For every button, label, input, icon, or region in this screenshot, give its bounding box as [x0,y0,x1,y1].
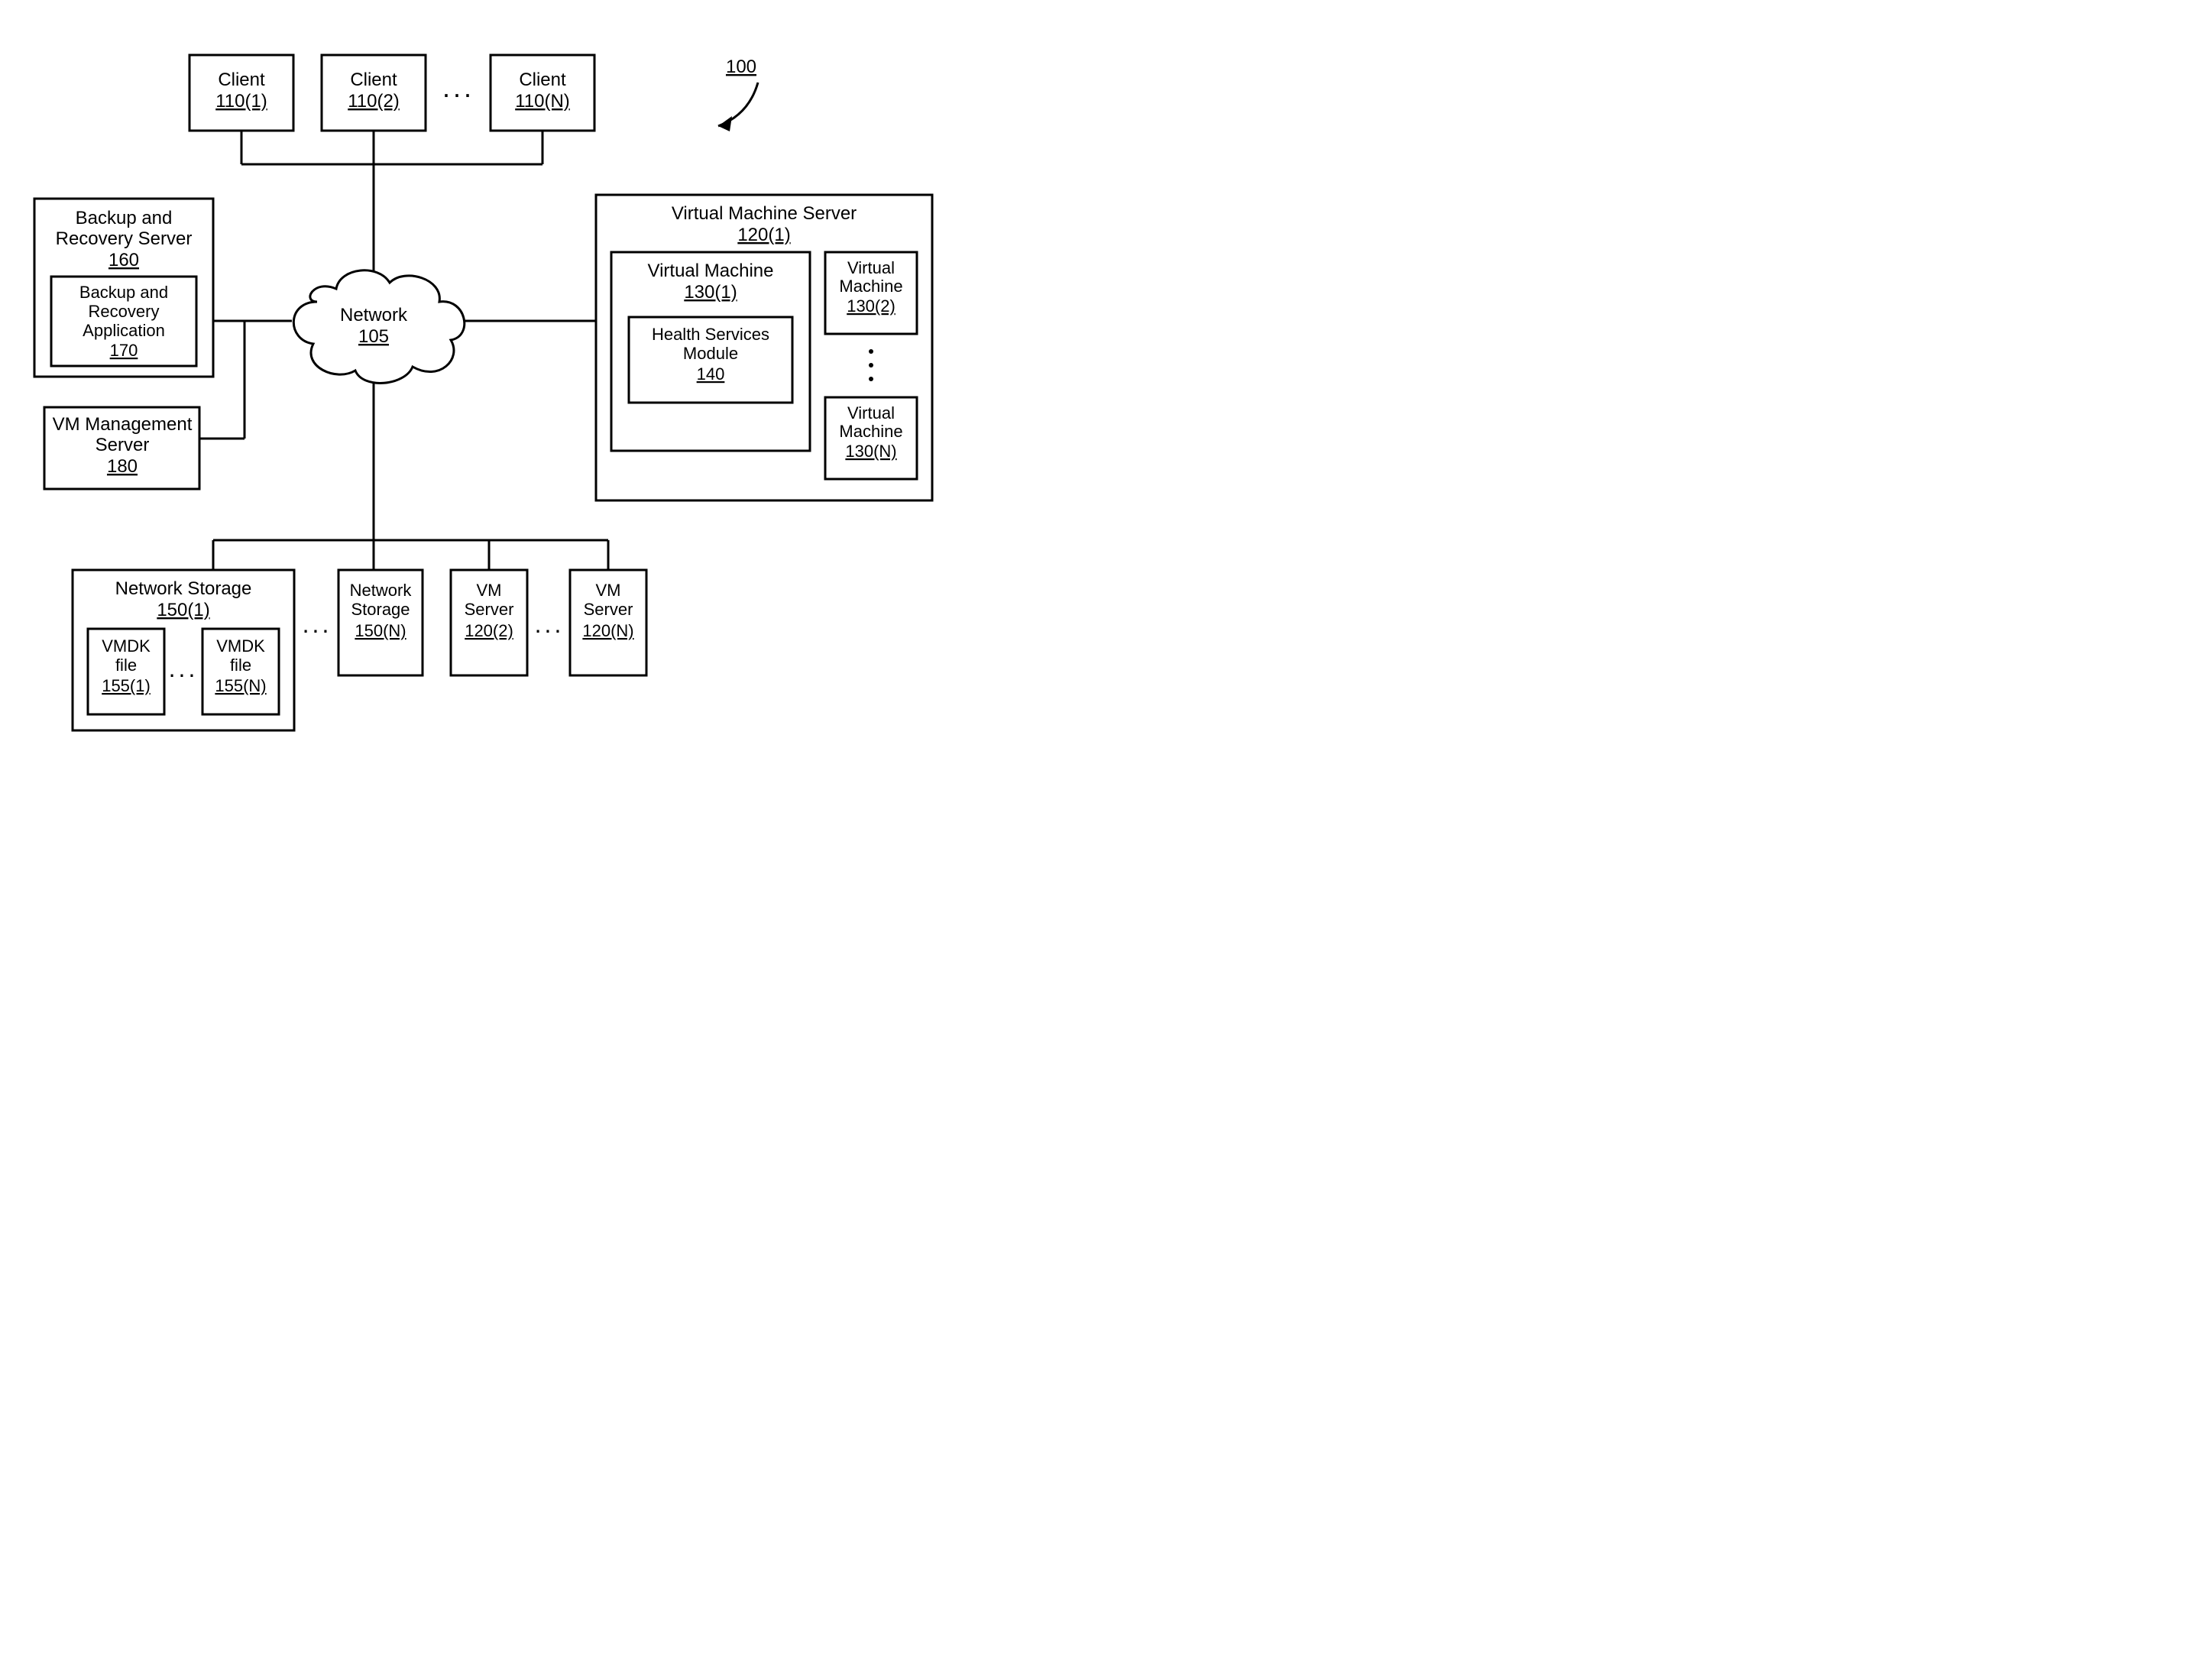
vmdk-id: 155(1) [102,676,151,695]
bottom-box-title-line2: Server [465,600,514,619]
backup-app-title-line3: Application [83,321,165,340]
client-id: 110(N) [515,91,570,112]
vm-other-id: 130(2) [847,296,895,316]
vm-mgmt-id: 180 [107,456,138,477]
storage-ellipsis: ... [303,610,332,638]
vm-server-title: Virtual Machine Server [672,203,857,224]
vm-server-id: 120(1) [737,225,790,245]
vm-other-title-line2: Machine [839,422,902,441]
vm-other-id: 130(N) [845,442,896,461]
bottom-box-id: 120(N) [582,621,633,640]
vm-ellipsis-dot [869,349,873,354]
vm-other-title-line2: Machine [839,277,902,296]
vmdk-title-line1: VMDK [102,636,151,656]
backup-app-id: 170 [110,341,138,360]
bottom-box-id: 120(2) [465,621,513,640]
vm-main-id: 130(1) [684,282,737,303]
client-title: Client [350,70,397,90]
bottom-box-title-line1: Network [350,581,413,600]
bottom-box-title-line2: Storage [351,600,410,619]
backup-app-title-line1: Backup and [79,283,168,302]
health-module-title-line2: Module [683,344,738,363]
vm-other-title-line1: Virtual [847,258,895,277]
clients-ellipsis: ... [442,72,474,103]
vmdk-ellipsis: ... [169,655,199,682]
bottom-box-title-line2: Server [584,600,633,619]
client-title: Client [218,70,265,90]
health-module-id: 140 [697,364,725,384]
clients-row: Client 110(1) Client 110(2) ... Client 1… [189,55,594,131]
backup-recovery-server: Backup and Recovery Server 160 Backup an… [34,199,213,377]
vm-main-title: Virtual Machine [648,261,774,281]
vm-mgmt-server: VM Management Server 180 [44,407,199,489]
network-cloud: Network 105 [293,270,464,384]
bottom-box-id: 150(N) [355,621,406,640]
ref-arrow [718,83,758,126]
bottom-box-title-line1: VM [596,581,621,600]
figure-ref-label: 100 [726,57,756,77]
network-id: 105 [358,326,389,347]
network-storage-id: 150(1) [157,600,209,620]
backup-server-title-line1: Backup and [76,208,173,228]
bottom-row: Network Storage 150(N) VM Server 120(2) … [338,570,646,675]
backup-server-id: 160 [108,250,139,270]
vm-server-main: Virtual Machine Server 120(1) Virtual Ma… [596,195,932,500]
network-storage-main: Network Storage 150(1) VMDK file 155(1) … [73,570,294,730]
client-id: 110(1) [215,91,267,112]
vmdk-id: 155(N) [215,676,266,695]
figure-ref: 100 [718,57,758,131]
vmdk-title-line2: file [115,656,137,675]
bottom-ellipsis: ... [535,610,565,638]
bottom-box-title-line1: VM [477,581,502,600]
diagram-canvas: 100 Client 110(1) Client 110(2) ... Clie… [0,0,1106,830]
vm-ellipsis-dot [869,363,873,367]
vm-ellipsis-dot [869,377,873,381]
vmdk-title-line2: file [230,656,251,675]
client-title: Client [519,70,566,90]
network-storage-title: Network Storage [115,578,252,599]
vm-mgmt-title-line1: VM Management [53,414,193,435]
vm-mgmt-title-line2: Server [96,435,150,455]
vm-other-title-line1: Virtual [847,403,895,423]
client-id: 110(2) [348,91,400,112]
backup-app-title-line2: Recovery [89,302,160,321]
health-module-title-line1: Health Services [652,325,769,344]
vmdk-title-line1: VMDK [216,636,265,656]
backup-server-title-line2: Recovery Server [56,228,193,249]
network-title: Network [340,305,408,325]
ref-arrowhead [718,116,732,131]
